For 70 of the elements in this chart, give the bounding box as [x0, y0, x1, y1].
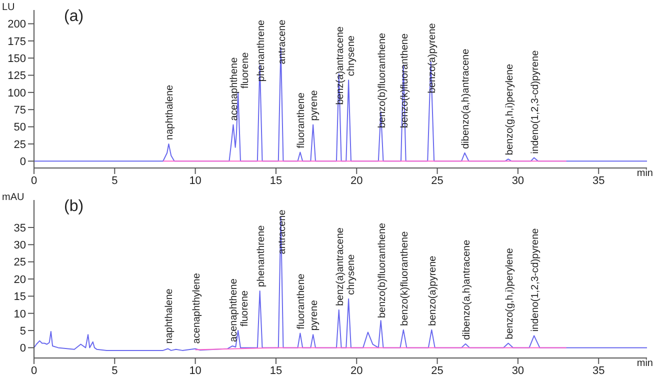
annotation: indeno(1,2,3-cd)pyrene [530, 50, 542, 154]
annotation: benzo(k)fluoranthene [399, 230, 410, 326]
x-tick-label: 25 [431, 364, 444, 377]
annotation: phenanthrene [256, 224, 267, 288]
x-tick-label: 10 [189, 174, 202, 187]
y-tick-label: 150 [8, 52, 26, 65]
annotation: pyrene [309, 90, 320, 121]
y-axis-title: LU [2, 2, 15, 13]
x-tick-label: 35 [592, 174, 605, 187]
y-tick-label: 20 [14, 274, 26, 286]
annotation: fluoranthene [296, 92, 308, 148]
y-tick-label: 5 [20, 325, 26, 338]
x-tick-label: 25 [431, 174, 444, 187]
y-tick-label: 10 [14, 308, 26, 320]
annotation: phenanthrene [256, 19, 267, 82]
x-tick-label: 30 [512, 364, 524, 377]
annotation: benzo(g,h,i)perylene [504, 248, 516, 340]
annotation: chrysene [346, 35, 357, 76]
y-tick-label: 25 [14, 256, 26, 269]
annotation: benz(a)antracene [334, 227, 346, 306]
x-tick-label: 5 [112, 364, 118, 377]
annotation: naphthalene [164, 84, 176, 140]
x-tick-label: 20 [350, 174, 363, 187]
x-tick-label: 0 [30, 364, 38, 377]
x-axis-title: min [636, 358, 653, 369]
y-tick-label: 75 [14, 104, 26, 117]
annotation: naphthalene [164, 288, 175, 344]
y-tick-label: 15 [14, 291, 26, 304]
annotation: indeno(1,2,3-cd)pyrene [530, 228, 542, 332]
x-tick-label: 5 [112, 174, 118, 187]
annotation: benzo(b)fluoranthene [376, 32, 388, 128]
annotation: fluorene [239, 290, 250, 327]
y-tick-label: 200 [8, 18, 26, 31]
y-tick-label: 125 [8, 70, 26, 82]
annotation: antracene [276, 19, 288, 64]
x-tick-label: 15 [270, 174, 282, 187]
x-tick-label: 35 [592, 364, 605, 377]
annotation: fluoranthene [296, 273, 308, 330]
y-tick-label: 35 [14, 222, 26, 234]
y-tick-label: 175 [8, 36, 26, 48]
x-tick-label: 20 [350, 364, 363, 377]
y-tick-label: 0 [20, 156, 26, 168]
chart-title: (a) [64, 8, 84, 26]
annotation: benzo(b)fluoranthene [376, 222, 388, 318]
x-tick-label: 10 [189, 364, 202, 377]
annotation: benzo(g,h,i)perylene [504, 63, 516, 156]
annotation: pyrene [309, 300, 320, 331]
annotation: acenaphthylene [191, 272, 202, 344]
chart-title: (b) [64, 198, 84, 216]
annotation: acenaphthene [229, 56, 240, 121]
x-axis-title: min [636, 168, 653, 179]
annotation: benzo(k)fluoranthene [399, 33, 410, 128]
y-tick-label: 100 [8, 87, 26, 100]
annotation: dibenzo(a,h)antracene [462, 239, 473, 340]
x-tick-label: 15 [270, 364, 282, 377]
y-tick-label: 50 [14, 122, 26, 134]
x-tick-label: 30 [512, 174, 524, 187]
annotation: benzo(a)pyrene [428, 255, 439, 326]
annotation: benzo(a)pyrene [426, 22, 438, 94]
y-tick-label: 30 [14, 240, 26, 252]
annotation: chrysene [346, 254, 357, 295]
annotation: benz(a)antracene [334, 26, 346, 105]
y-tick-label: 25 [14, 138, 26, 151]
annotation: antracene [276, 209, 288, 254]
annotation: fluorene [240, 52, 252, 88]
y-tick-label: 0 [20, 342, 26, 355]
x-tick-label: 0 [30, 174, 38, 187]
annotation: dibenzo(a,h)antracene [460, 48, 472, 149]
y-axis-title: mAU [2, 192, 24, 203]
annotation: acenaphthene [228, 278, 240, 342]
